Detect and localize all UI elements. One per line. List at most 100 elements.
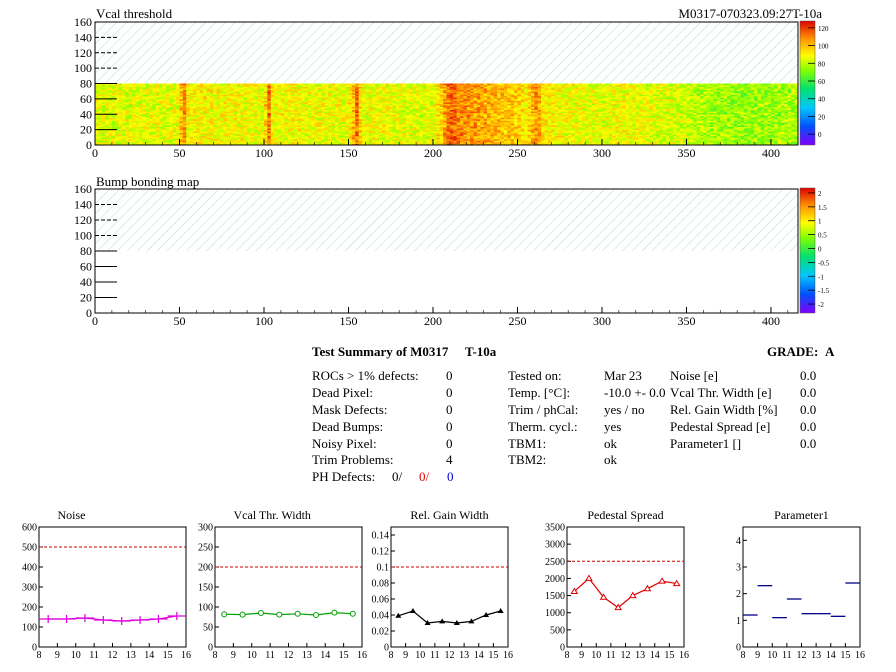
heatmap-cell xyxy=(375,85,380,87)
heatmap-cell xyxy=(118,95,123,98)
heatmap-cell xyxy=(348,85,353,87)
heatmap-cell xyxy=(145,138,150,141)
heatmap-cell xyxy=(176,106,180,109)
heatmap-cell xyxy=(138,135,143,138)
heatmap-cell xyxy=(355,105,360,107)
heatmap-cell xyxy=(220,143,224,146)
heatmap-cell xyxy=(270,108,275,111)
heatmap-cell xyxy=(362,83,366,86)
heatmap-cell xyxy=(362,120,366,123)
heatmap-cell xyxy=(416,129,420,132)
heatmap-cell xyxy=(510,98,515,101)
heatmap-cell xyxy=(253,131,258,134)
heatmap-cell xyxy=(500,97,505,100)
heatmap-cell xyxy=(274,123,278,126)
heatmap-cell xyxy=(138,131,143,134)
heatmap-cell xyxy=(263,141,268,144)
heatmap-cell xyxy=(348,126,353,129)
heatmap-cell xyxy=(456,103,461,106)
heatmap-cell xyxy=(135,97,140,100)
heatmap-cell xyxy=(159,125,163,127)
heatmap-cell xyxy=(510,91,515,94)
heatmap-cell xyxy=(297,140,302,143)
heatmap-cell xyxy=(422,126,427,129)
heatmap-cell xyxy=(257,91,262,94)
heatmap-cell xyxy=(483,141,488,144)
heatmap-cell xyxy=(500,135,505,138)
heatmap-cell xyxy=(128,123,133,126)
heatmap-cell xyxy=(243,141,248,144)
heatmap-cell xyxy=(385,103,390,106)
heatmap-cell xyxy=(125,83,130,86)
heatmap-cell xyxy=(419,141,424,144)
heatmap-cell xyxy=(483,92,488,95)
heatmap-cell xyxy=(321,140,326,143)
heatmap-cell xyxy=(463,85,468,87)
heatmap-cell xyxy=(274,94,278,97)
heatmap-cell xyxy=(128,103,133,106)
heatmap-cell xyxy=(240,100,245,103)
heatmap-cell xyxy=(240,83,245,86)
heatmap-cell xyxy=(473,109,478,112)
heatmap-cell xyxy=(111,117,116,120)
heatmap-cell xyxy=(277,120,282,123)
heatmap-cell xyxy=(348,94,353,97)
heatmap-cell xyxy=(321,85,326,87)
heatmap-cell xyxy=(287,118,292,121)
heatmap-cell xyxy=(297,88,302,91)
heatmap-cell xyxy=(503,88,508,91)
heatmap-cell xyxy=(304,129,309,132)
heatmap-cell xyxy=(409,103,414,106)
heatmap-cell xyxy=(159,100,163,103)
heatmap-cell xyxy=(348,128,353,131)
heatmap-cell xyxy=(152,95,157,98)
heatmap-cell xyxy=(196,108,201,111)
heatmap-cell xyxy=(497,120,501,123)
heatmap-cell xyxy=(165,101,170,104)
heatmap-cell xyxy=(98,101,103,104)
heatmap-cell xyxy=(378,114,383,117)
heatmap-cell xyxy=(358,129,363,132)
heatmap-cell xyxy=(155,111,160,114)
heatmap-cell xyxy=(226,106,231,109)
heatmap-cell xyxy=(135,114,140,117)
heatmap-cell xyxy=(253,89,258,92)
heatmap-cell xyxy=(483,128,488,131)
heatmap-cell xyxy=(490,103,495,106)
heatmap-cell xyxy=(172,91,177,94)
heatmap-cell xyxy=(196,135,201,138)
heatmap-cell xyxy=(355,137,360,140)
heatmap-cell xyxy=(311,117,316,120)
heatmap-cell xyxy=(405,118,410,121)
heatmap-cell xyxy=(274,118,278,121)
heatmap-cell xyxy=(152,118,157,121)
heatmap-cell xyxy=(372,134,376,137)
heatmap-cell xyxy=(460,138,464,141)
heatmap-cell xyxy=(429,112,434,115)
heatmap-cell xyxy=(138,134,143,137)
heatmap-cell xyxy=(493,111,498,114)
heatmap-cell xyxy=(152,97,157,100)
heatmap-cell xyxy=(449,137,454,140)
heatmap-cell xyxy=(395,85,400,87)
heatmap-cell xyxy=(324,143,329,146)
heatmap-cell xyxy=(497,98,501,101)
heatmap-cell xyxy=(409,117,414,120)
heatmap-cell xyxy=(456,105,461,107)
heatmap-cell xyxy=(213,109,218,112)
heatmap-cell xyxy=(284,101,289,104)
heatmap-cell xyxy=(196,91,201,94)
heatmap-cell xyxy=(169,137,174,140)
heatmap-cell xyxy=(348,103,353,106)
heatmap-cell xyxy=(111,138,116,141)
heatmap-cell xyxy=(314,114,319,117)
heatmap-cell xyxy=(476,118,481,121)
heatmap-cell xyxy=(118,123,123,126)
heatmap-cell xyxy=(493,118,498,121)
heatmap-cell xyxy=(470,114,474,117)
heatmap-cell xyxy=(220,125,224,127)
heatmap-cell xyxy=(182,97,187,100)
heatmap-cell xyxy=(233,85,238,87)
heatmap-cell xyxy=(395,128,400,131)
heatmap-cell xyxy=(328,95,332,98)
